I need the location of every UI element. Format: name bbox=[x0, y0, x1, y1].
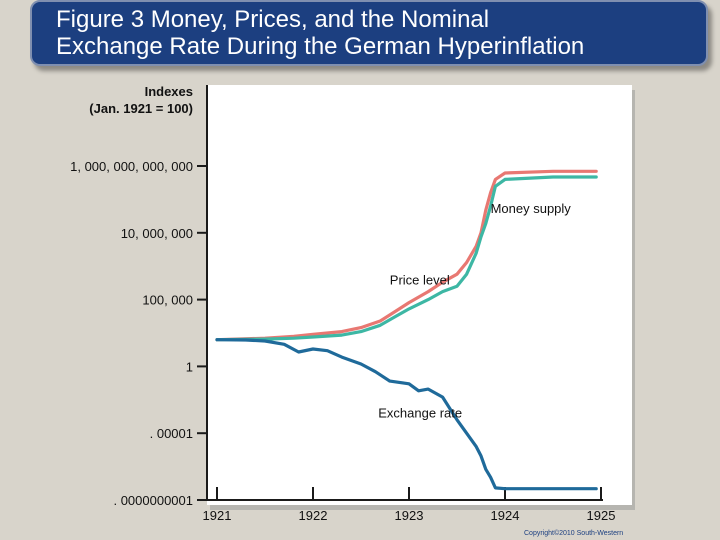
money-supply-line bbox=[215, 169, 598, 342]
x-tick-label: 1925 bbox=[587, 508, 616, 523]
title-line-1: Figure 3 Money, Prices, and the Nominal bbox=[56, 6, 490, 33]
price-level-line bbox=[215, 175, 598, 342]
copyright-notice: Copyright©2010 South-Western bbox=[524, 530, 624, 537]
title-line-2: Exchange Rate During the German Hyperinf… bbox=[56, 33, 585, 60]
y-tick-label: . 0000000001 bbox=[113, 493, 193, 508]
title-banner: Figure 3 Money, Prices, and the Nominal … bbox=[30, 0, 708, 66]
y-tick-label: . 00001 bbox=[150, 426, 193, 441]
x-tick-label: 1923 bbox=[395, 508, 424, 523]
money-supply-label: Money supply bbox=[491, 201, 572, 216]
exchange-rate-line bbox=[215, 338, 598, 491]
y-axis-label: Indexes (Jan. 1921 = 100) bbox=[89, 84, 193, 116]
y-axis-label-line: (Jan. 1921 = 100) bbox=[89, 101, 193, 116]
exchange-rate-label: Exchange rate bbox=[378, 405, 462, 420]
y-tick-label: 10, 000, 000 bbox=[121, 226, 193, 241]
x-tick-label: 1924 bbox=[491, 508, 520, 523]
x-tick-label: 1921 bbox=[203, 508, 232, 523]
y-tick-label: 100, 000 bbox=[142, 293, 193, 308]
x-tick-label: 1922 bbox=[299, 508, 328, 523]
y-tick-label: 1 bbox=[186, 359, 193, 374]
y-tick-label: 1, 000, 000, 000, 000 bbox=[70, 159, 193, 174]
y-axis-label-line: Indexes bbox=[145, 84, 193, 99]
price-level-label: Price level bbox=[390, 273, 450, 288]
